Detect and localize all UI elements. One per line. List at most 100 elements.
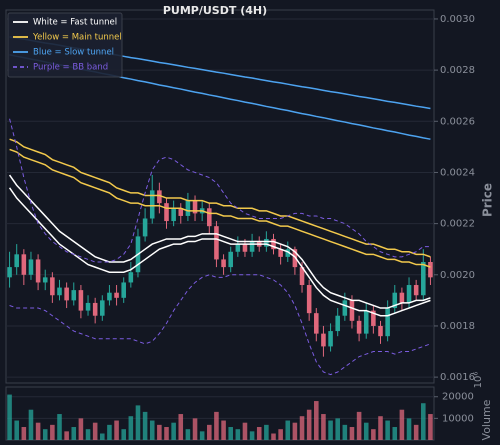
volume-bar	[271, 433, 276, 440]
volume-bar	[135, 405, 141, 440]
volume-bar	[349, 427, 355, 440]
tunnel-line	[9, 118, 431, 263]
y-tick-label: 0.0024	[440, 167, 475, 178]
y-tick-label: 0.0018	[440, 321, 475, 332]
tunnel-line	[8, 174, 431, 309]
volume-bar	[335, 418, 340, 440]
candle-body	[185, 200, 191, 216]
volume-bar	[392, 427, 398, 440]
volume-bar	[292, 422, 298, 440]
candle-body	[385, 308, 390, 337]
y-tick-label: 10000	[442, 413, 474, 424]
legend-label: White = Fast tunnel	[33, 18, 117, 28]
candle-body	[221, 259, 226, 268]
volume-bar	[92, 422, 98, 440]
volume-bar	[100, 433, 105, 440]
y-tick-label: 0.0020	[440, 270, 475, 281]
candle-body	[128, 272, 134, 283]
candle-body	[107, 292, 112, 301]
volume-bar	[199, 431, 205, 440]
candle-body	[142, 218, 148, 237]
candle-body	[157, 190, 162, 204]
candle-body	[321, 333, 326, 347]
volume-bar	[221, 420, 226, 440]
candle-body	[85, 302, 91, 311]
legend-label: Purple = BB band	[33, 63, 108, 73]
candle-body	[121, 282, 126, 298]
legend-box	[7, 12, 123, 78]
candle-body	[406, 285, 412, 303]
volume-bar	[185, 429, 191, 440]
legend: White = Fast tunnel Yellow = Main tunnel B…	[7, 12, 123, 78]
candle-body	[235, 244, 241, 252]
candle-body	[207, 208, 212, 227]
candle-body	[57, 287, 62, 296]
volume-bar	[299, 416, 305, 440]
volume-bar	[385, 420, 390, 440]
candle-body	[363, 310, 369, 334]
candle-body	[356, 320, 362, 334]
volume-bar	[342, 424, 348, 440]
candle-body	[428, 261, 433, 278]
candle-body	[114, 292, 119, 298]
volume-bar	[121, 429, 126, 440]
volume-bar	[192, 418, 198, 440]
candle-body	[413, 285, 419, 296]
y-axis-label: Price	[481, 183, 495, 217]
volume-bar	[164, 427, 169, 440]
volume-offset-label: 10⁶	[473, 372, 484, 389]
volume-bar	[114, 420, 119, 440]
candle-body	[50, 277, 55, 296]
candle-body	[228, 251, 233, 268]
volume-bar	[149, 420, 155, 440]
volume-bar	[321, 414, 326, 440]
candle-body	[271, 238, 276, 250]
volume-bar	[128, 416, 134, 440]
candle-body	[149, 190, 155, 219]
volume-bar	[35, 422, 41, 440]
volume-bar	[14, 420, 19, 440]
volume-bar	[178, 414, 184, 440]
candle-body	[21, 254, 27, 275]
candle-body	[328, 331, 333, 347]
volume-bar	[171, 422, 176, 440]
volume-bar	[378, 416, 383, 440]
candle-body	[335, 315, 340, 332]
candle-body	[314, 313, 319, 334]
volume-bar	[242, 422, 248, 440]
y-tick-label: 0.0016	[440, 372, 475, 383]
volume-bar	[314, 401, 319, 440]
volume-bar	[214, 411, 219, 440]
candle-body	[178, 208, 184, 216]
chart-title: PUMP/USDT (4H)	[163, 4, 267, 17]
volume-bar	[228, 427, 233, 440]
tunnel-line	[9, 138, 431, 258]
volume-bar	[356, 411, 362, 440]
volume-bar	[371, 429, 376, 440]
volume-bar	[28, 409, 34, 440]
candle-body	[171, 208, 176, 222]
volume-axis-label: Volume	[480, 399, 493, 440]
candle-body	[285, 249, 291, 257]
volume-bar	[207, 424, 212, 440]
candle-body	[35, 259, 41, 283]
candle-body	[78, 290, 84, 311]
volume-bar	[21, 427, 27, 440]
candle-body	[399, 292, 405, 303]
candle-body	[392, 292, 398, 309]
volume-bar	[157, 424, 162, 440]
volume-bar	[363, 422, 369, 440]
tunnel-line	[9, 148, 431, 268]
volume-bar	[406, 418, 412, 440]
volume-bar	[142, 411, 148, 440]
candle-body	[7, 267, 12, 278]
volume-bar	[7, 394, 12, 440]
candle-body	[371, 310, 376, 326]
volume-bar	[50, 424, 55, 440]
candle-body	[100, 300, 105, 316]
legend-label: Yellow = Main tunnel	[32, 33, 122, 43]
volume-bar	[264, 424, 269, 440]
candle-body	[14, 254, 19, 268]
candle-body	[92, 302, 98, 316]
